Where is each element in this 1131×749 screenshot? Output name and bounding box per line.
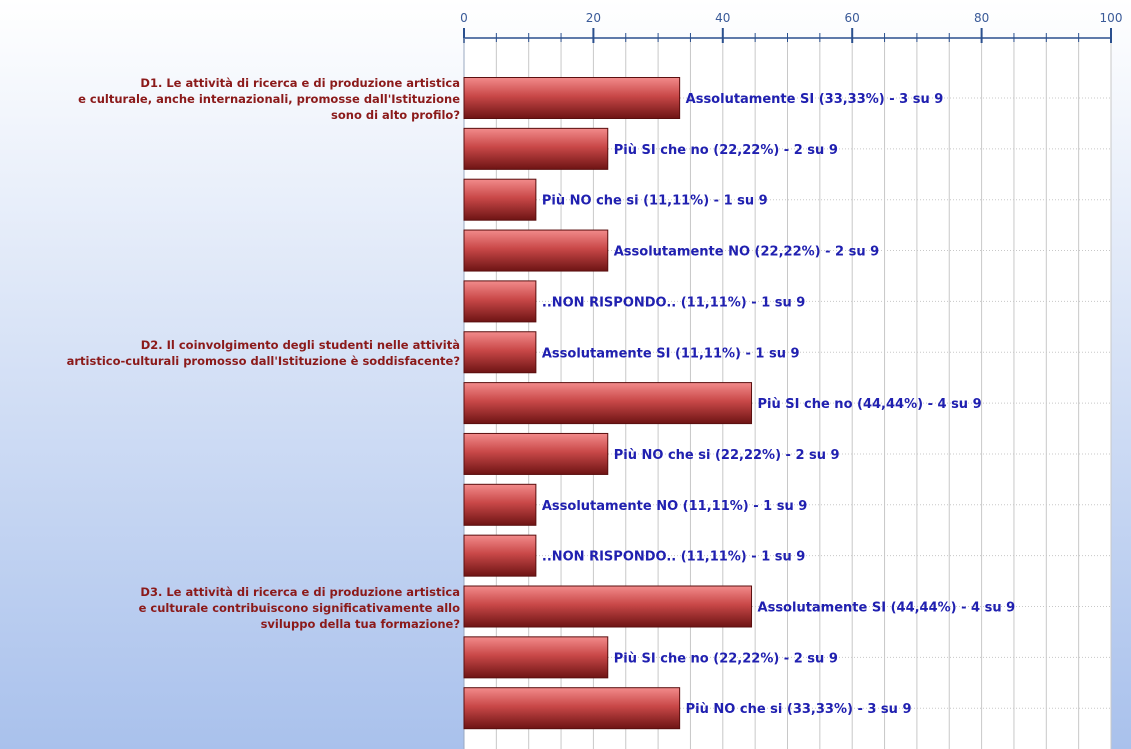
- bar-value-label: ..NON RISPONDO.. (11,11%) - 1 su 9: [542, 295, 805, 310]
- bars: [463, 77, 753, 730]
- bar-value-label: Assolutamente SI (44,44%) - 4 su 9: [758, 601, 1016, 616]
- bar-value-label: Assolutamente SI (33,33%) - 3 su 9: [686, 92, 944, 107]
- bar: [463, 178, 537, 221]
- x-tick-label: 0: [460, 11, 468, 25]
- question-line: sono di alto profilo?: [331, 108, 460, 122]
- bar: [463, 687, 681, 730]
- bar: [463, 432, 609, 475]
- question-line: D1. Le attività di ricerca e di produzio…: [140, 76, 460, 90]
- data-labels: Assolutamente SI (33,33%) - 3 su 9 Più SI…: [542, 92, 1015, 717]
- question-line: artistico-culturali promosso dall'Istitu…: [66, 354, 460, 369]
- bar: [463, 280, 537, 323]
- question-label: D1. Le attività di ricerca e di produzio…: [0, 75, 460, 123]
- question-line: D2. Il coinvolgimento degli studenti nel…: [140, 338, 460, 353]
- bar: [463, 382, 753, 425]
- bar-value-label: Assolutamente NO (11,11%) - 1 su 9: [542, 499, 807, 514]
- bar-value-label: Più SI che no (44,44%) - 4 su 9: [758, 397, 982, 412]
- bar: [463, 229, 609, 272]
- question-line: D3. Le attività di ricerca e di produzio…: [140, 584, 460, 599]
- question-label: D3. Le attività di ricerca e di produzio…: [0, 584, 460, 632]
- x-tick-label: 20: [586, 11, 601, 25]
- bar: [463, 636, 609, 679]
- x-tick-label: 100: [1100, 11, 1123, 25]
- bar: [463, 77, 681, 119]
- question-labels: D1. Le attività di ricerca e di produzio…: [0, 0, 462, 749]
- bar-value-label: Più SI che no (22,22%) - 2 su 9: [614, 143, 838, 158]
- x-tick-label: 80: [974, 11, 989, 25]
- bar: [463, 585, 753, 628]
- bar-value-label: ..NON RISPONDO.. (11,11%) - 1 su 9: [542, 550, 805, 565]
- question-line: e culturale, anche internazionali, promo…: [78, 92, 460, 106]
- bar: [463, 534, 537, 577]
- x-tick-label: 40: [715, 11, 730, 25]
- bar-value-label: Più SI che no (22,22%) - 2 su 9: [614, 651, 838, 666]
- question-line: e culturale contribuiscono significativa…: [138, 600, 460, 615]
- question-line: sviluppo della tua formazione?: [260, 616, 460, 631]
- x-tick-label: 60: [845, 11, 860, 25]
- bar-value-label: Più NO che si (33,33%) - 3 su 9: [686, 702, 912, 717]
- bar-value-label: Assolutamente NO (22,22%) - 2 su 9: [614, 245, 879, 260]
- bar-value-label: Più NO che si (22,22%) - 2 su 9: [614, 448, 840, 463]
- bar-value-label: Assolutamente SI (11,11%) - 1 su 9: [542, 346, 800, 361]
- question-label: D2. Il coinvolgimento degli studenti nel…: [0, 337, 460, 369]
- bar: [463, 127, 609, 170]
- bar: [463, 331, 537, 374]
- bar-value-label: Più NO che si (11,11%) - 1 su 9: [542, 194, 768, 209]
- bar: [463, 483, 537, 526]
